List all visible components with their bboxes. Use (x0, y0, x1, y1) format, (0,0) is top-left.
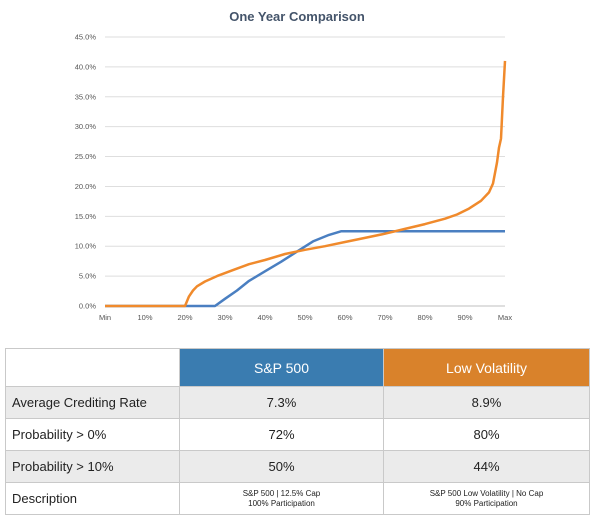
x-tick-label: Max (498, 313, 512, 322)
comparison-table: S&P 500 Low Volatility Average Crediting… (5, 348, 590, 515)
sp500-description: S&P 500 | 12.5% Cap 100% Participation (179, 482, 384, 515)
x-tick-label: 90% (457, 313, 472, 322)
x-tick-label: 60% (337, 313, 352, 322)
table-header-blank (5, 348, 180, 387)
y-tick-label: 35.0% (75, 92, 97, 101)
y-tick-label: 5.0% (79, 272, 96, 281)
table-row: Description S&P 500 | 12.5% Cap 100% Par… (5, 482, 590, 515)
table-row: Probability > 10% 50% 44% (5, 450, 590, 483)
series-line-2 (105, 60, 507, 308)
x-tick-label: 70% (377, 313, 392, 322)
row-label: Probability > 10% (5, 450, 180, 483)
chart-series (105, 60, 507, 308)
x-tick-label: 50% (297, 313, 312, 322)
x-axis-ticks: Min 10% 20% 30% 40% 50% 60% 70% 80% 90% Max (99, 313, 512, 322)
x-tick-label: 80% (417, 313, 432, 322)
table-row: Average Crediting Rate 7.3% 8.9% (5, 386, 590, 419)
x-tick-label: Min (99, 313, 111, 322)
y-tick-label: 40.0% (75, 62, 97, 71)
y-tick-label: 15.0% (75, 212, 97, 221)
chart-grid (105, 36, 505, 307)
x-tick-label: 20% (177, 313, 192, 322)
low-volatility-description-line-1: S&P 500 Low Volatility | No Cap (429, 488, 544, 498)
sp500-description-line-2: 100% Participation (248, 498, 315, 508)
row-label: Average Crediting Rate (5, 386, 180, 419)
chart-title: One Year Comparison (229, 9, 365, 24)
y-tick-label: 25.0% (75, 152, 97, 161)
y-tick-label: 20.0% (75, 182, 97, 191)
low-volatility-description-line-2: 90% Participation (455, 498, 518, 508)
line-chart: One Year Comparison 0.0% 5.0% 10.0% 15.0% 20… (75, 9, 513, 322)
x-tick-label: 30% (217, 313, 232, 322)
low-volatility-value: 8.9% (383, 386, 590, 419)
x-tick-label: 40% (257, 313, 272, 322)
low-volatility-description: S&P 500 Low Volatility | No Cap 90% Part… (383, 482, 590, 515)
low-volatility-value: 80% (383, 418, 590, 451)
table-header-low-volatility: Low Volatility (383, 348, 590, 387)
table-row: Probability > 0% 72% 80% (5, 418, 590, 451)
y-tick-label: 10.0% (75, 242, 97, 251)
table-header-sp500: S&P 500 (179, 348, 384, 387)
x-tick-label: 10% (137, 313, 152, 322)
row-label: Description (5, 482, 180, 515)
sp500-value: 7.3% (179, 386, 384, 419)
row-label: Probability > 0% (5, 418, 180, 451)
y-tick-label: 45.0% (75, 33, 97, 42)
low-volatility-value: 44% (383, 450, 590, 483)
sp500-description-line-1: S&P 500 | 12.5% Cap (242, 488, 321, 498)
y-axis-ticks: 0.0% 5.0% 10.0% 15.0% 20.0% 25.0% 30.0% 35.0% 40… (75, 33, 97, 311)
series-line-1 (105, 230, 505, 308)
sp500-value: 50% (179, 450, 384, 483)
table-header-row: S&P 500 Low Volatility (5, 348, 590, 387)
y-tick-label: 0.0% (79, 302, 96, 311)
y-tick-label: 30.0% (75, 122, 97, 131)
sp500-value: 72% (179, 418, 384, 451)
